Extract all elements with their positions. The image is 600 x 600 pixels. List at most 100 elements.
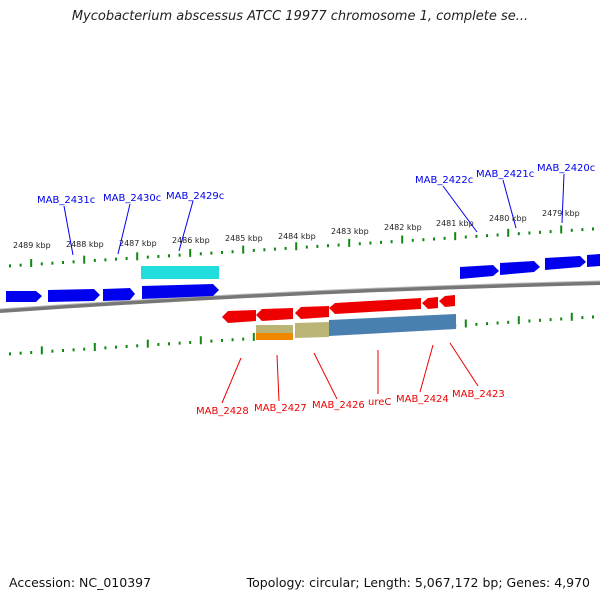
minor-tick [528,231,531,235]
minor-tick [83,347,86,351]
major-tick [93,342,96,351]
reverse-genes [222,295,456,340]
minor-tick [125,344,128,348]
forward-gene[interactable] [6,291,42,302]
gene-label-MAB_2430c[interactable]: MAB_2430c [103,193,161,204]
scale-label: 2485 kbp [225,234,263,243]
steel-feature[interactable] [329,314,456,336]
scale-label: 2486 kbp [172,236,210,245]
minor-tick [528,319,531,323]
minor-tick [337,243,340,247]
minor-tick [316,244,319,248]
minor-tick [221,250,223,254]
scale-label: 2480 kbp [489,214,527,223]
major-tick [252,332,255,341]
reverse-gene[interactable] [439,295,455,307]
minor-tick [560,317,563,321]
major-tick [30,259,33,268]
minor-tick [496,233,499,237]
major-tick [401,235,404,244]
minor-tick [369,241,372,245]
minor-tick [592,315,594,319]
minor-tick [30,351,33,355]
forward-gene[interactable] [103,288,135,301]
minor-tick [517,232,520,236]
gene-label-ureC[interactable]: ureC [368,397,391,408]
minor-tick [115,345,117,349]
reverse-gene[interactable] [295,306,329,319]
major-tick [560,225,563,234]
gene-label-MAB_2424[interactable]: MAB_2424 [396,394,449,405]
minor-tick [62,261,64,265]
scale-label: 2487 kbp [119,239,157,248]
minor-tick [231,338,234,342]
minor-tick [51,349,54,353]
minor-tick [327,244,329,248]
minor-tick [199,252,202,256]
minor-tick [178,341,181,345]
gene-label-MAB_2431c[interactable]: MAB_2431c [37,195,95,206]
major-tick [348,238,351,247]
minor-tick [443,236,446,240]
gene-label-MAB_2421c[interactable]: MAB_2421c [476,169,534,180]
map-title: Mycobacterium abscessus ATCC 19977 chrom… [71,9,529,24]
forward-gene[interactable] [545,256,586,270]
major-tick [295,242,298,251]
forward-gene[interactable] [142,284,219,299]
minor-tick [390,240,393,244]
gene-label-MAB_2426[interactable]: MAB_2426 [312,400,365,411]
major-tick [40,346,43,355]
orange-feature[interactable] [256,333,293,340]
minor-tick [549,318,552,322]
gene-label-MAB_2427[interactable]: MAB_2427 [254,403,307,414]
major-tick [517,316,520,325]
gene-label-MAB_2428[interactable]: MAB_2428 [196,406,249,417]
major-tick [507,228,510,237]
major-tick [242,245,245,254]
genome-summary-text: Topology: circular; Length: 5,067,172 bp… [246,575,590,590]
minor-tick [422,238,425,242]
forward-gene[interactable] [48,289,100,302]
gene-label-MAB_2429c[interactable]: MAB_2429c [166,191,224,202]
major-tick [454,232,457,241]
major-tick [464,319,467,328]
minor-tick [581,228,584,232]
reverse-gene[interactable] [256,308,293,321]
gene-label-MAB_2422c[interactable]: MAB_2422c [415,175,473,186]
minor-tick [486,234,488,238]
minor-tick [581,316,584,320]
minor-tick [411,238,414,242]
scale-ticks [9,225,594,356]
minor-tick [62,349,64,353]
minor-tick [210,339,213,343]
minor-tick [231,250,234,254]
minor-tick [178,253,181,257]
minor-tick [475,322,478,326]
gene-label-MAB_2423[interactable]: MAB_2423 [452,389,505,400]
minor-tick [168,342,170,346]
reverse-gene[interactable] [222,310,256,323]
minor-tick [168,254,170,258]
reverse-gene[interactable] [329,298,421,314]
major-tick [199,336,202,345]
cyan-feature[interactable] [141,266,219,279]
gene-label-MAB_2420c[interactable]: MAB_2420c [537,163,595,174]
forward-gene[interactable] [587,254,600,267]
major-tick [136,252,139,261]
reverse-gene[interactable] [422,297,438,309]
tan-feature[interactable] [256,325,293,333]
minor-tick [72,260,75,264]
minor-tick [475,234,478,238]
forward-gene[interactable] [500,261,540,275]
major-tick [570,312,573,321]
minor-tick [570,228,573,232]
minor-tick [146,255,149,259]
tan-feature[interactable] [295,322,329,338]
minor-tick [210,251,213,255]
scale-label: 2481 kbp [436,219,474,228]
chromosome-backbone [0,281,600,313]
minor-tick [157,254,160,258]
forward-gene[interactable] [460,265,499,279]
minor-tick [9,264,11,268]
